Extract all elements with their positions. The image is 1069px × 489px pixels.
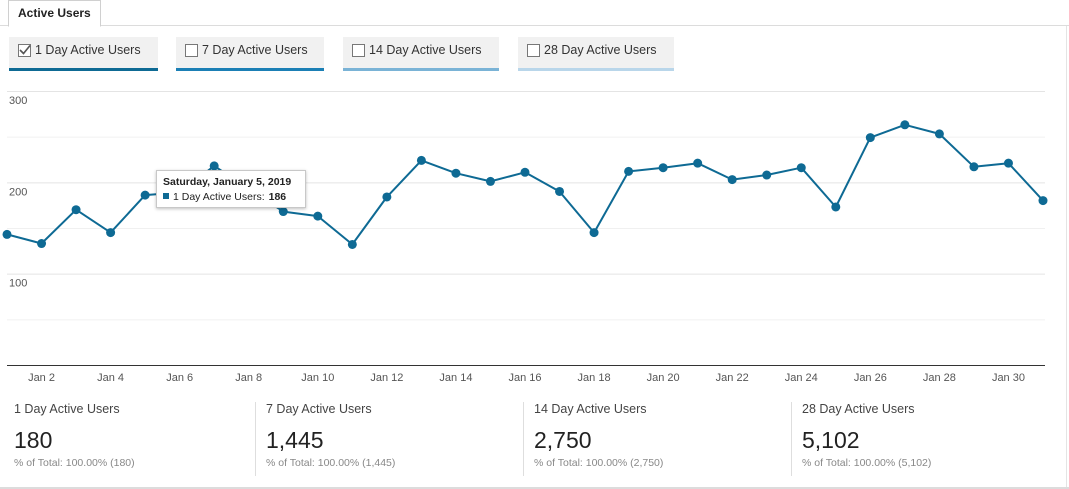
checkbox-28-day[interactable]: [527, 44, 540, 57]
tooltip-value: 186: [268, 191, 287, 203]
summary-1-day: 1 Day Active Users 180 % of Total: 100.0…: [14, 400, 244, 480]
checkmark-icon: [19, 44, 31, 55]
toggle-label: 28 Day Active Users: [544, 43, 657, 57]
summary-14-day: 14 Day Active Users 2,750 % of Total: 10…: [534, 400, 774, 480]
toggle-label: 1 Day Active Users: [35, 43, 141, 57]
active-users-line-chart: 300 200 100 Jan 2 Jan 4 Jan 6 Jan 8 Jan 10 Jan 1…: [2, 91, 1048, 384]
summary-divider: [523, 402, 524, 476]
x-tick-label: Jan 18: [578, 372, 611, 384]
tab-active-users[interactable]: Active Users: [8, 0, 101, 27]
summary-7-day: 7 Day Active Users 1,445 % of Total: 100…: [266, 400, 506, 480]
x-tick-label: Jan 22: [716, 372, 749, 384]
panel-right-border: [1066, 26, 1067, 489]
tooltip-series-swatch: [163, 193, 169, 199]
data-point: [727, 175, 737, 185]
data-point: [796, 163, 806, 173]
data-point: [865, 133, 875, 143]
x-tick-label: Jan 12: [370, 372, 403, 384]
data-point: [900, 120, 910, 130]
summary-divider: [791, 402, 792, 476]
data-point: [831, 202, 841, 212]
summary-metric-name: 14 Day Active Users: [534, 402, 647, 416]
bottom-rule: [0, 487, 1069, 489]
data-point: [693, 158, 703, 168]
data-point: [140, 190, 150, 200]
y-tick-label: 100: [9, 278, 27, 290]
data-point: [762, 170, 772, 180]
x-tick-label: Jan 4: [97, 372, 124, 384]
x-tick-label: Jan 20: [647, 372, 680, 384]
data-point: [555, 186, 565, 196]
series-color-bar: [176, 68, 324, 71]
x-tick-label: Jan 26: [854, 372, 887, 384]
data-point: [2, 229, 12, 239]
toggle-label: 14 Day Active Users: [369, 43, 482, 57]
chart-tooltip: Saturday, January 5, 2019 1 Day Active U…: [156, 170, 306, 208]
data-point: [485, 176, 495, 186]
data-point: [71, 205, 81, 215]
tooltip-row: 1 Day Active Users: 186: [163, 191, 286, 203]
summary-metric-value: 1,445: [266, 427, 324, 453]
toggle-14-day-active-users[interactable]: 14 Day Active Users: [343, 37, 499, 71]
data-point: [589, 228, 599, 238]
tooltip-date: Saturday, January 5, 2019: [163, 176, 292, 188]
series-color-bar: [343, 68, 499, 71]
data-point: [1038, 196, 1048, 206]
tooltip-series-name: 1 Day Active Users:: [173, 191, 265, 203]
toggle-label: 7 Day Active Users: [202, 43, 308, 57]
data-point: [658, 163, 668, 173]
x-tick-label: Jan 16: [508, 372, 541, 384]
summary-metric-percent: % of Total: 100.00% (5,102): [802, 457, 932, 469]
data-point: [416, 155, 426, 165]
summary-metric-name: 1 Day Active Users: [14, 402, 120, 416]
y-tick-label: 200: [9, 186, 27, 198]
series-color-bar: [9, 68, 158, 71]
x-tick-label: Jan 30: [992, 372, 1025, 384]
series-color-bar: [518, 68, 674, 71]
summary-metric-name: 7 Day Active Users: [266, 402, 372, 416]
summary-metric-value: 5,102: [802, 427, 860, 453]
checkbox-1-day[interactable]: [18, 44, 31, 57]
x-tick-label: Jan 10: [301, 372, 334, 384]
x-tick-label: Jan 24: [785, 372, 818, 384]
data-point: [347, 239, 357, 249]
data-point: [1003, 158, 1013, 168]
data-point: [106, 228, 116, 238]
x-tick-label: Jan 14: [439, 372, 472, 384]
summary-metric-name: 28 Day Active Users: [802, 402, 915, 416]
data-point: [969, 162, 979, 172]
x-tick-label: Jan 8: [235, 372, 262, 384]
summary-28-day: 28 Day Active Users 5,102 % of Total: 10…: [802, 400, 1042, 480]
x-tick-label: Jan 2: [28, 372, 55, 384]
summary-divider: [255, 402, 256, 476]
summary-metric-value: 180: [14, 427, 53, 453]
checkbox-7-day[interactable]: [185, 44, 198, 57]
data-point: [520, 167, 530, 177]
x-tick-label: Jan 28: [923, 372, 956, 384]
data-point: [934, 129, 944, 139]
data-point: [313, 211, 323, 221]
data-point: [451, 168, 461, 178]
checkbox-14-day[interactable]: [352, 44, 365, 57]
x-tick-label: Jan 6: [166, 372, 193, 384]
summary-metric-percent: % of Total: 100.00% (2,750): [534, 457, 664, 469]
data-point: [209, 161, 219, 171]
toggle-1-day-active-users[interactable]: 1 Day Active Users: [9, 37, 158, 71]
data-point: [37, 239, 47, 249]
report-tab-bar: Active Users: [0, 0, 1069, 27]
toggle-7-day-active-users[interactable]: 7 Day Active Users: [176, 37, 324, 71]
data-point: [278, 207, 288, 217]
y-tick-label: 300: [9, 95, 27, 107]
summary-metric-percent: % of Total: 100.00% (1,445): [266, 457, 396, 469]
data-point: [382, 192, 392, 202]
summary-metric-percent: % of Total: 100.00% (180): [14, 457, 135, 469]
toggle-28-day-active-users[interactable]: 28 Day Active Users: [518, 37, 674, 71]
summary-metric-value: 2,750: [534, 427, 592, 453]
data-point: [624, 166, 634, 176]
